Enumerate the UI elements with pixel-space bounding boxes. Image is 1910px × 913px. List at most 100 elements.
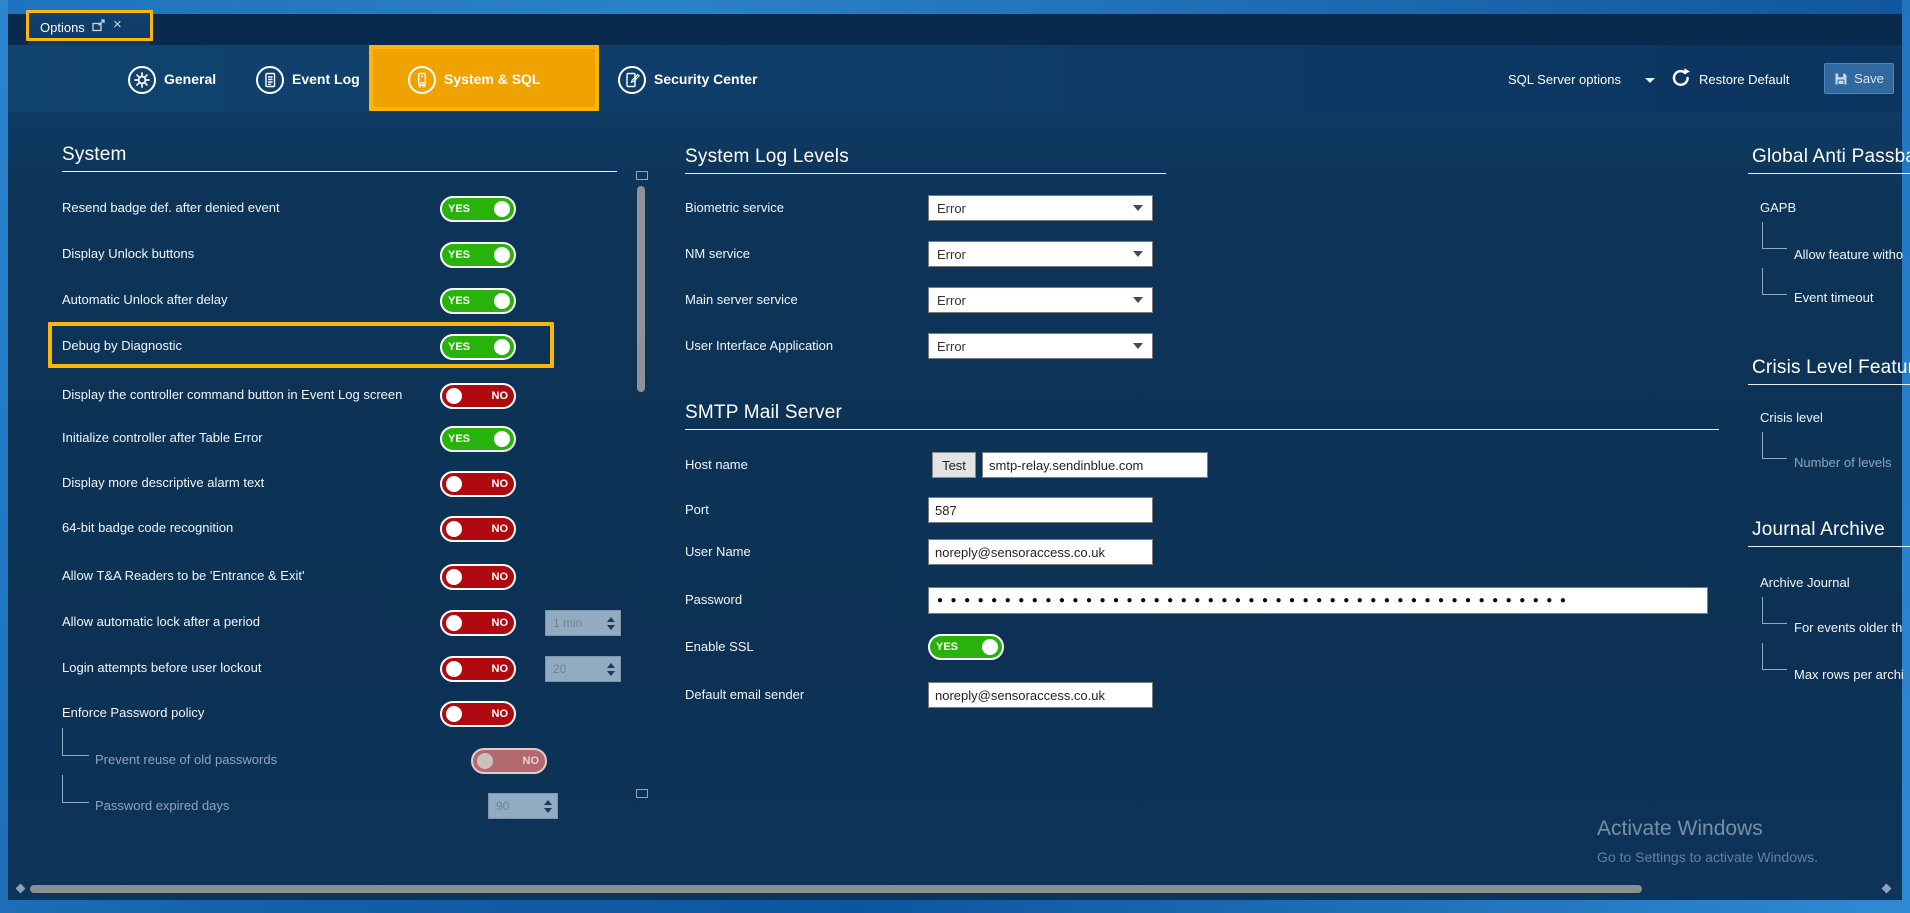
save-button[interactable]: Save <box>1824 63 1894 94</box>
toggle-resend-badge[interactable]: YES <box>440 196 516 222</box>
row-label: User Name <box>685 544 751 559</box>
toggle-controller-command-button[interactable]: NO <box>440 383 516 409</box>
annotation-debug-row <box>48 322 554 368</box>
stepper-arrows-icon[interactable] <box>607 616 615 630</box>
toggle-auto-unlock[interactable]: YES <box>440 288 516 314</box>
row-label: Prevent reuse of old passwords <box>95 752 278 767</box>
row-label: Enforce Password policy <box>62 705 205 720</box>
user-name-input[interactable] <box>928 539 1153 565</box>
row-label: For events older th <box>1794 620 1903 635</box>
horizontal-scrollbar-thumb[interactable] <box>30 885 1642 893</box>
chevron-down-icon <box>1133 205 1143 211</box>
event-log-icon <box>256 66 284 94</box>
chevron-down-icon <box>1133 297 1143 303</box>
test-button[interactable]: Test <box>932 452 976 478</box>
row-label: Allow automatic lock after a period <box>62 614 260 629</box>
row-label: Number of levels <box>1794 455 1892 470</box>
auto-lock-period-stepper[interactable]: 1 min <box>545 610 621 636</box>
save-button-label: Save <box>1854 71 1884 86</box>
chevron-down-icon[interactable] <box>1645 78 1655 83</box>
system-panel-divider <box>62 171 617 172</box>
system-panel-title: System <box>62 144 127 165</box>
section-divider <box>1748 173 1910 174</box>
row-label: Debug by Diagnostic <box>62 338 182 353</box>
row-label: Crisis level <box>1760 410 1823 425</box>
global-anti-passback-title: Global Anti Passba <box>1752 146 1910 167</box>
toggle-auto-lock[interactable]: NO <box>440 610 516 636</box>
tab-security-center[interactable]: Security Center <box>654 71 758 87</box>
row-label: NM service <box>685 246 751 261</box>
scrollbar-bottom-cap[interactable] <box>636 789 648 798</box>
tree-connector <box>1762 432 1787 459</box>
row-label: Enable SSL <box>685 639 754 654</box>
row-label: Initialize controller after Table Error <box>62 430 263 445</box>
row-label: Login attempts before user lockout <box>62 660 262 675</box>
annotation-system-sql-tab <box>369 45 599 111</box>
tab-event-log[interactable]: Event Log <box>292 71 360 87</box>
toggle-enable-ssl[interactable]: YES <box>928 634 1004 660</box>
toggle-init-controller[interactable]: YES <box>440 426 516 452</box>
stepper-arrows-icon <box>544 799 552 813</box>
chevron-down-icon <box>1133 251 1143 257</box>
toolbar <box>8 45 1902 112</box>
restore-default-button[interactable]: Restore Default <box>1699 72 1790 87</box>
row-label: Allow T&A Readers to be 'Entrance & Exit… <box>62 568 305 583</box>
ui-app-log-level-select[interactable]: Error <box>928 333 1153 359</box>
tree-connector <box>62 775 89 803</box>
section-divider <box>1748 384 1910 385</box>
log-levels-title: System Log Levels <box>685 146 849 167</box>
scrollbar-top-cap[interactable] <box>636 171 648 180</box>
password-expired-days-stepper: 90 <box>488 793 558 819</box>
popout-icon[interactable] <box>92 19 106 32</box>
row-label: Allow feature witho <box>1794 247 1904 262</box>
tree-connector <box>1762 597 1787 624</box>
tree-connector <box>1762 268 1787 295</box>
login-attempts-stepper[interactable]: 20 <box>545 656 621 682</box>
nm-log-level-select[interactable]: Error <box>928 241 1153 267</box>
tree-connector <box>62 728 89 756</box>
close-icon[interactable]: × <box>113 16 122 33</box>
section-divider <box>1748 546 1910 547</box>
biometric-log-level-select[interactable]: Error <box>928 195 1153 221</box>
main-server-log-level-select[interactable]: Error <box>928 287 1153 313</box>
row-label: Automatic Unlock after delay <box>62 292 228 307</box>
gear-icon <box>128 66 156 94</box>
toggle-ta-readers[interactable]: NO <box>440 564 516 590</box>
chevron-down-icon <box>1133 343 1143 349</box>
toggle-password-policy[interactable]: NO <box>440 701 516 727</box>
tab-options-label: Options <box>40 20 85 35</box>
smtp-title: SMTP Mail Server <box>685 402 842 423</box>
stepper-arrows-icon[interactable] <box>607 662 615 676</box>
toggle-descriptive-alarm[interactable]: NO <box>440 471 516 497</box>
toggle-debug-diagnostic[interactable]: YES <box>440 334 516 360</box>
log-levels-divider <box>685 173 1166 174</box>
toggle-64bit-badge[interactable]: NO <box>440 516 516 542</box>
password-input[interactable]: ●●●●●●●●●●●●●●●●●●●●●●●●●●●●●●●●●●●●●●●●… <box>928 587 1708 614</box>
tree-connector <box>1762 643 1787 670</box>
toggle-prevent-password-reuse: NO <box>471 748 547 774</box>
vertical-scrollbar-thumb[interactable] <box>637 186 645 392</box>
security-center-icon <box>618 66 646 94</box>
tab-strip <box>8 14 1902 45</box>
window-titlebar <box>8 0 1902 14</box>
default-sender-input[interactable] <box>928 682 1153 708</box>
smtp-divider <box>685 429 1719 430</box>
port-input[interactable] <box>928 497 1153 523</box>
row-label: User Interface Application <box>685 338 834 353</box>
tab-general[interactable]: General <box>164 71 217 87</box>
activate-windows-subtext: Go to Settings to activate Windows. <box>1597 849 1818 865</box>
toggle-login-attempts[interactable]: NO <box>440 656 516 682</box>
row-label: Password <box>685 592 743 607</box>
tab-system-sql[interactable]: System & SQL <box>444 71 541 87</box>
host-name-input[interactable] <box>982 452 1208 478</box>
sql-server-options-select[interactable]: SQL Server options <box>1508 72 1621 87</box>
annotation-options-tab <box>26 10 153 41</box>
row-label: Port <box>685 502 709 517</box>
row-label: Host name <box>685 457 748 472</box>
toggle-display-unlock[interactable]: YES <box>440 242 516 268</box>
row-label: Event timeout <box>1794 290 1874 305</box>
row-label: Archive Journal <box>1760 575 1850 590</box>
row-label: Max rows per archi <box>1794 667 1904 682</box>
tree-connector <box>1762 222 1787 249</box>
row-label: Biometric service <box>685 200 784 215</box>
